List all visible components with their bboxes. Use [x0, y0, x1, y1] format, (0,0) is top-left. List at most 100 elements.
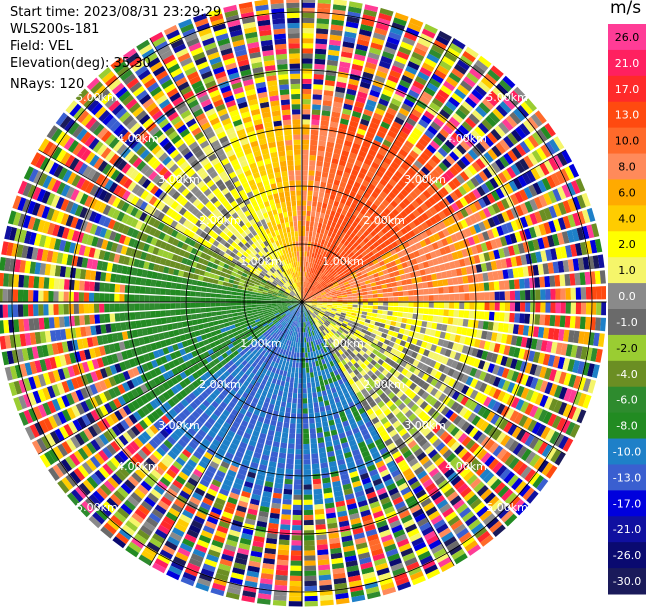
- gate-cell: [313, 488, 323, 495]
- gate-cell: [328, 172, 335, 180]
- gate-cell: [347, 218, 354, 225]
- gate-cell: [478, 221, 487, 232]
- gate-cell: [326, 292, 332, 296]
- gate-cell: [411, 200, 420, 209]
- gate-cell: [371, 286, 378, 291]
- gate-cell: [404, 171, 413, 181]
- gate-cell: [332, 300, 338, 302]
- gate-cell: [314, 275, 319, 281]
- gate-cell: [321, 292, 327, 296]
- gate-cell: [328, 237, 334, 243]
- gate-cell: [296, 433, 302, 439]
- gate-cell: [446, 270, 453, 278]
- gate-cell: [391, 282, 398, 287]
- gate-cell: [459, 197, 469, 207]
- gate-cell: [329, 285, 335, 290]
- gate-cell: [392, 253, 399, 260]
- gate-cell: [434, 179, 443, 189]
- gate-cell: [473, 311, 480, 319]
- gate-cell: [316, 155, 324, 162]
- gate-cell: [457, 84, 470, 96]
- gate-cell: [328, 284, 334, 288]
- gate-cell: [433, 302, 439, 308]
- gate-cell: [279, 529, 290, 536]
- gate-cell: [298, 378, 302, 384]
- gate-cell: [376, 313, 383, 319]
- gate-cell: [311, 303, 317, 305]
- gate-cell: [515, 126, 527, 139]
- gate-cell: [346, 229, 353, 236]
- gate-cell: [594, 270, 601, 284]
- gate-cell: [327, 298, 333, 301]
- gate-cell: [468, 284, 475, 292]
- gate-cell: [336, 169, 344, 177]
- gate-cell: [490, 65, 504, 78]
- gate-cell: [313, 84, 323, 90]
- gate-cell: [573, 330, 580, 344]
- gate-cell: [316, 295, 322, 298]
- gate-cell: [303, 438, 310, 445]
- gate-cell: [277, 416, 284, 423]
- gate-cell: [455, 268, 463, 276]
- gate-cell: [339, 213, 345, 221]
- gate-cell: [309, 367, 314, 373]
- gate-cell: [392, 93, 404, 103]
- gate-cell: [322, 421, 329, 428]
- gate-cell: [317, 437, 325, 444]
- gate-cell: [316, 386, 321, 393]
- gate-cell: [449, 261, 456, 269]
- gate-cell: [432, 136, 444, 147]
- gate-cell: [410, 177, 420, 187]
- gate-cell: [398, 307, 404, 312]
- gate-cell: [349, 282, 355, 286]
- gate-cell: [383, 297, 389, 302]
- gate-cell: [575, 345, 583, 359]
- gate-cell: [394, 116, 405, 126]
- gate-cell: [432, 280, 439, 288]
- gate-cell: [553, 218, 562, 232]
- gate-cell: [550, 173, 561, 187]
- gate-cell: [391, 187, 400, 196]
- gate-cell: [438, 309, 444, 316]
- gate-cell: [463, 284, 470, 293]
- gate-cell: [468, 113, 480, 125]
- gate-cell: [330, 163, 338, 170]
- gate-cell: [289, 428, 296, 434]
- gate-cell: [321, 369, 326, 376]
- gate-cell: [434, 151, 445, 161]
- gate-cell: [352, 58, 365, 67]
- gate-cell: [455, 231, 463, 241]
- gate-cell: [428, 196, 437, 206]
- gate-cell: [408, 307, 414, 313]
- gate-cell: [491, 190, 501, 202]
- gate-cell: [304, 535, 315, 541]
- gate-cell: [318, 447, 326, 454]
- gate-cell: [486, 164, 497, 176]
- gate-cell: [362, 71, 374, 80]
- gate-cell: [433, 203, 442, 213]
- gate-cell: [350, 214, 357, 221]
- gate-cell: [451, 38, 466, 50]
- gate-cell: [315, 170, 322, 177]
- gate-cell: [360, 317, 366, 322]
- gate-cell: [375, 281, 382, 286]
- gate-cell: [574, 316, 581, 329]
- gate-cell: [544, 314, 551, 326]
- gate-cell: [323, 276, 329, 282]
- gate-cell: [311, 295, 317, 299]
- gate-cell: [349, 245, 356, 252]
- gate-cell: [303, 489, 313, 495]
- gate-cell: [375, 317, 382, 323]
- gate-cell: [510, 256, 518, 267]
- gate-cell: [290, 377, 294, 383]
- gate-cell: [305, 287, 308, 293]
- gate-cell: [394, 12, 409, 22]
- gate-cell: [499, 291, 505, 301]
- gate-cell: [433, 308, 439, 316]
- gate-cell: [514, 279, 520, 289]
- gate-cell: [441, 143, 452, 154]
- gate-cell: [303, 484, 312, 490]
- gate-cell: [322, 269, 328, 275]
- gate-cell: [455, 199, 464, 210]
- gate-cell: [550, 341, 558, 354]
